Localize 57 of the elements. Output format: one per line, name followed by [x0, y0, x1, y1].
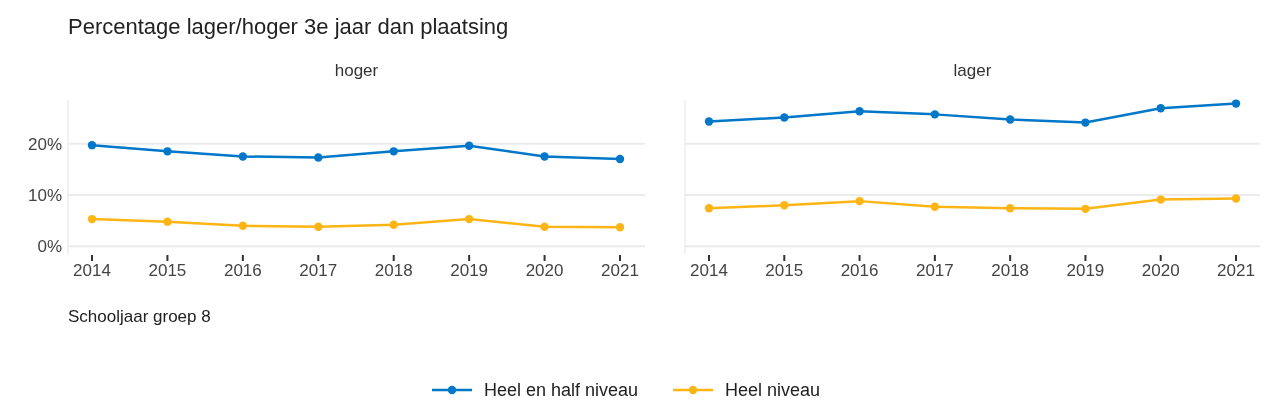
legend-label: Heel niveau [725, 380, 821, 401]
point [314, 222, 323, 231]
point [1231, 194, 1241, 203]
x-tick-label: 2019 [450, 261, 489, 280]
x-tick-label: 2020 [525, 261, 564, 280]
x-tick-label: 2017 [915, 261, 954, 280]
x-tick-label: 2017 [299, 261, 338, 280]
point [238, 221, 248, 230]
point [1081, 118, 1090, 127]
point [704, 117, 714, 126]
point [615, 223, 625, 232]
point [314, 153, 323, 162]
point [855, 107, 864, 116]
point [389, 220, 398, 229]
point [1081, 204, 1090, 214]
x-tick-label: 2014 [73, 261, 111, 280]
x-tick-label: 2016 [223, 261, 262, 280]
chart-title: Percentage lager/hoger 3e jaar dan plaatsing [68, 14, 509, 39]
point [540, 152, 549, 161]
point [1231, 99, 1241, 108]
point [389, 147, 398, 156]
x-tick-label: 2016 [840, 261, 879, 280]
point [540, 222, 549, 231]
point [780, 201, 789, 210]
x-tick-label: 2021 [1217, 261, 1255, 280]
point [87, 214, 97, 224]
y-tick-label: 0% [37, 237, 62, 257]
x-tick-label: 2020 [1141, 261, 1180, 280]
point [163, 217, 172, 226]
point [1005, 115, 1015, 124]
legend-label: Heel en half niveau [484, 380, 639, 401]
point [464, 141, 474, 150]
point [930, 202, 940, 211]
x-tick-label: 2014 [690, 261, 728, 280]
point [855, 196, 864, 206]
point [163, 147, 172, 156]
point [1005, 204, 1015, 213]
point [704, 204, 714, 213]
y-tick-label: 10% [27, 185, 62, 205]
point [615, 154, 625, 164]
x-tick-label: 2018 [991, 261, 1030, 280]
chart-subtitle: lager [953, 61, 992, 80]
point [87, 140, 97, 150]
point [780, 113, 789, 122]
x-tick-label: 2015 [765, 261, 804, 280]
point [238, 152, 248, 161]
x-tick-label: 2019 [1066, 261, 1105, 280]
chart-subtitle: hoger [334, 61, 379, 80]
x-axis-title: Schooljaar groep 8 [68, 307, 211, 326]
x-tick-label: 2015 [148, 261, 187, 280]
point [930, 110, 940, 119]
x-tick-label: 2021 [601, 261, 639, 280]
x-tick-label: 2018 [374, 261, 413, 280]
point [464, 214, 474, 224]
y-tick-label: 20% [27, 134, 62, 154]
point [1156, 195, 1165, 204]
point [1156, 104, 1165, 113]
